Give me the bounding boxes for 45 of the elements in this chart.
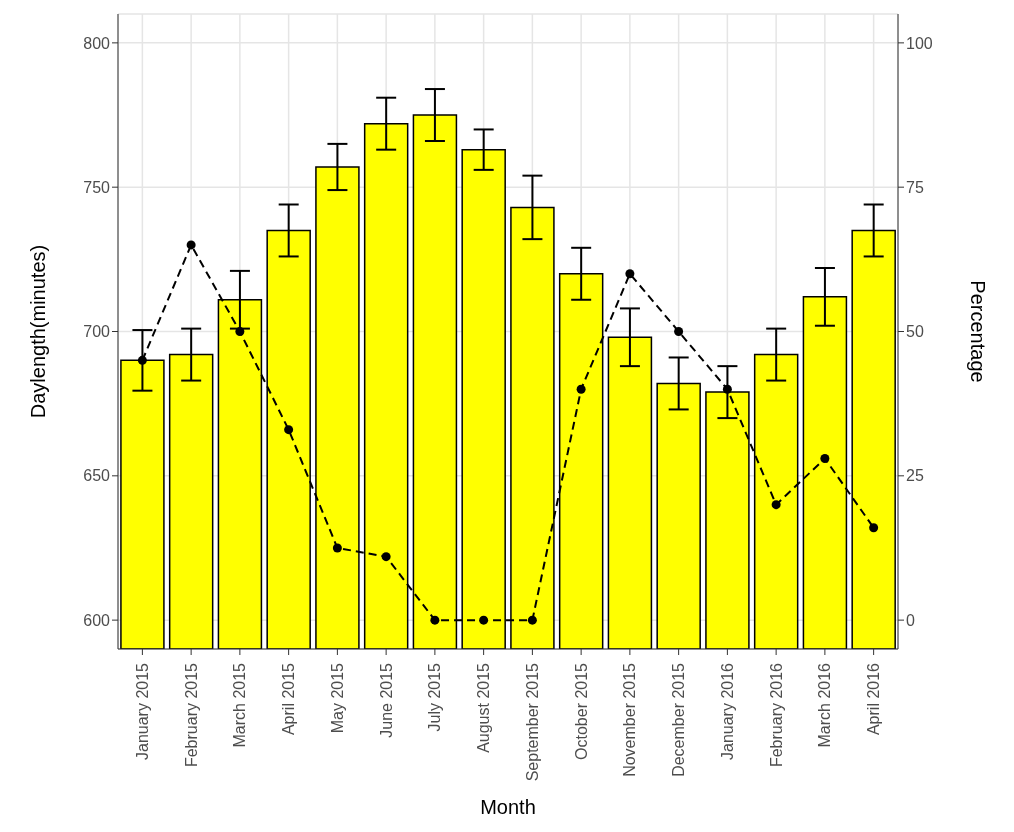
point — [284, 425, 294, 435]
point — [820, 454, 830, 463]
y2-tick-label: 25 — [906, 467, 924, 485]
y2-tick-label: 75 — [906, 178, 924, 196]
x-tick-label: May 2015 — [328, 662, 346, 734]
point — [235, 327, 245, 336]
y-tick-label: 800 — [83, 34, 111, 52]
y-tick-label: 750 — [83, 178, 111, 196]
y-tick-label: 600 — [83, 611, 111, 629]
point — [332, 543, 342, 553]
point — [479, 615, 489, 625]
x-tick-label: September 2015 — [523, 662, 541, 782]
point — [381, 552, 391, 562]
point — [771, 500, 781, 510]
point — [625, 269, 635, 279]
x-tick-label: April 2016 — [865, 662, 883, 736]
x-tick-label: January 2016 — [718, 662, 736, 760]
x-tick-label: February 2016 — [767, 662, 785, 768]
point — [674, 327, 684, 336]
y2-axis-title: Percentage — [966, 280, 989, 383]
x-tick-label: August 2015 — [475, 662, 493, 753]
x-tick-label: March 2016 — [816, 662, 834, 748]
x-tick-label: October 2015 — [572, 662, 590, 760]
point — [430, 615, 440, 625]
x-tick-label: July 2015 — [426, 662, 444, 732]
x-tick-label: March 2015 — [231, 662, 249, 748]
point — [186, 240, 196, 250]
x-tick-label: June 2015 — [377, 662, 395, 738]
y2-tick-label: 0 — [906, 611, 915, 629]
point — [722, 384, 732, 394]
y2-tick-label: 50 — [906, 323, 924, 341]
y-tick-label: 650 — [83, 467, 111, 485]
x-tick-label: February 2015 — [182, 662, 200, 768]
y2-tick-label: 100 — [906, 34, 933, 52]
point — [527, 615, 537, 625]
point — [869, 523, 879, 533]
point — [137, 355, 147, 365]
x-axis-title: Month — [480, 796, 536, 818]
y-tick-label: 700 — [83, 323, 111, 341]
point — [576, 384, 586, 394]
x-tick-label: December 2015 — [670, 662, 688, 777]
y-axis-title: Daylength(minutes) — [27, 244, 50, 419]
x-tick-label: November 2015 — [621, 662, 639, 777]
x-tick-label: January 2015 — [133, 662, 151, 760]
x-tick-label: April 2015 — [280, 662, 298, 736]
